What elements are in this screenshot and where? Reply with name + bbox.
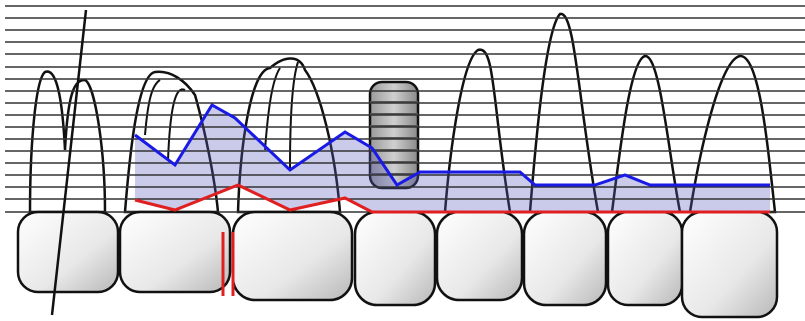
root <box>530 14 598 212</box>
crowns <box>18 212 777 317</box>
crown <box>355 212 435 305</box>
root <box>30 72 105 212</box>
crown <box>524 212 606 305</box>
crown <box>18 212 118 292</box>
crown <box>233 212 352 300</box>
crown <box>608 212 682 305</box>
crown <box>120 212 230 292</box>
page: (() => { const data = JSON.parse(documen… <box>0 0 805 321</box>
crown <box>682 212 777 317</box>
periodontal-chart <box>0 0 805 321</box>
crown <box>437 212 522 300</box>
